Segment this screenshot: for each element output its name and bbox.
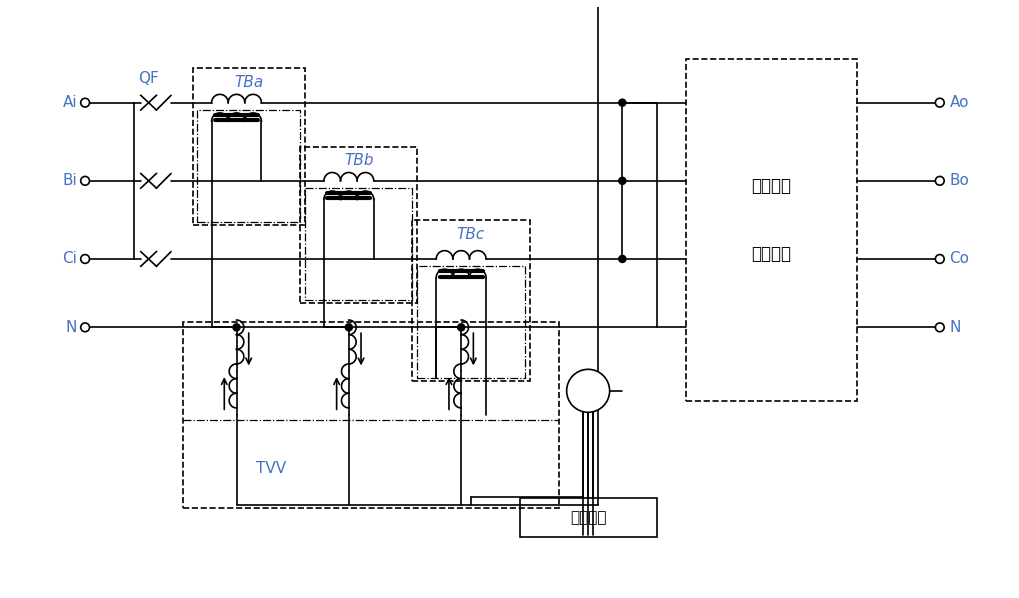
Bar — [182, 322, 558, 508]
Text: TBa: TBa — [233, 75, 263, 90]
Bar — [412, 220, 529, 381]
Text: Ao: Ao — [949, 95, 968, 110]
Circle shape — [619, 99, 625, 106]
Text: 控制系统: 控制系统 — [570, 510, 606, 525]
Circle shape — [934, 255, 944, 263]
Circle shape — [934, 323, 944, 332]
Circle shape — [619, 255, 625, 263]
Circle shape — [934, 98, 944, 107]
Circle shape — [81, 98, 90, 107]
Text: Co: Co — [949, 251, 969, 267]
Text: Bi: Bi — [62, 173, 77, 188]
Text: N: N — [66, 320, 77, 335]
Circle shape — [934, 176, 944, 185]
Text: 延时供电: 延时供电 — [751, 176, 791, 195]
Circle shape — [81, 323, 90, 332]
Circle shape — [81, 255, 90, 263]
Circle shape — [567, 370, 609, 412]
Text: Bo: Bo — [949, 173, 968, 188]
Bar — [520, 498, 656, 538]
Bar — [193, 69, 305, 225]
Text: M: M — [581, 382, 595, 400]
Circle shape — [458, 324, 464, 331]
Text: TBb: TBb — [343, 154, 373, 169]
Circle shape — [81, 176, 90, 185]
Bar — [300, 147, 417, 303]
Bar — [198, 110, 300, 222]
Text: Ai: Ai — [62, 95, 77, 110]
Circle shape — [233, 324, 239, 331]
Text: Ci: Ci — [62, 251, 77, 267]
Text: TVV: TVV — [256, 462, 285, 477]
Bar — [305, 188, 412, 300]
Bar — [417, 266, 524, 378]
Text: QF: QF — [139, 71, 159, 86]
Bar — [685, 59, 856, 401]
Text: N: N — [949, 320, 960, 335]
Circle shape — [619, 178, 625, 184]
Text: 保护单元: 保护单元 — [751, 245, 791, 263]
Text: TBc: TBc — [457, 227, 485, 242]
Circle shape — [345, 324, 352, 331]
